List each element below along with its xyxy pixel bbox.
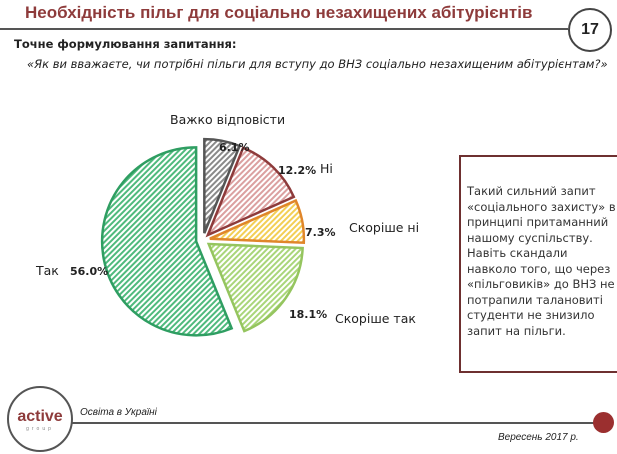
slice-value-rather-no: 7.3% — [305, 226, 336, 239]
slice-value-rather-yes: 18.1% — [289, 308, 328, 321]
logo-subtext: group — [26, 426, 54, 432]
question-label: Точне формулювання запитання: — [14, 37, 237, 51]
pie-slice-4 — [100, 146, 234, 337]
footer-source: Освіта в Україні — [80, 407, 157, 418]
footer-date: Вересень 2017 р. — [498, 432, 579, 443]
logo-text: active — [17, 408, 63, 425]
slice-name-rather-no: Скоріше ні — [349, 220, 420, 235]
slice-name-rather-yes: Скоріше так — [335, 311, 416, 326]
slide-title: Необхідність пільг для соціально незахищ… — [25, 3, 533, 22]
pie-slice-1 — [205, 146, 296, 238]
footer-divider — [60, 422, 600, 424]
slice-name-yes: Так — [36, 263, 59, 278]
pie-slice-0 — [203, 137, 242, 234]
slice-name-no: Ні — [320, 161, 333, 176]
slice-value-no: 12.2% — [278, 164, 317, 177]
decorative-dot — [593, 412, 614, 433]
slice-name-hard-to-say: Важко відповісти — [170, 112, 286, 127]
pie-slice-2 — [209, 198, 306, 244]
page-number: 17 — [568, 8, 612, 52]
slice-value-yes: 56.0% — [70, 265, 109, 278]
commentary-box: Такий сильний запит «соціального захисту… — [459, 155, 617, 373]
question-text: «Як ви вважаєте, чи потрібні пільги для … — [27, 57, 608, 71]
commentary-text: Такий сильний запит «соціального захисту… — [467, 184, 616, 338]
slice-value-hard-to-say: 6.1% — [219, 141, 250, 154]
active-group-logo: active group — [7, 386, 73, 452]
header-divider — [0, 28, 568, 30]
pie-slice-3 — [206, 242, 304, 333]
